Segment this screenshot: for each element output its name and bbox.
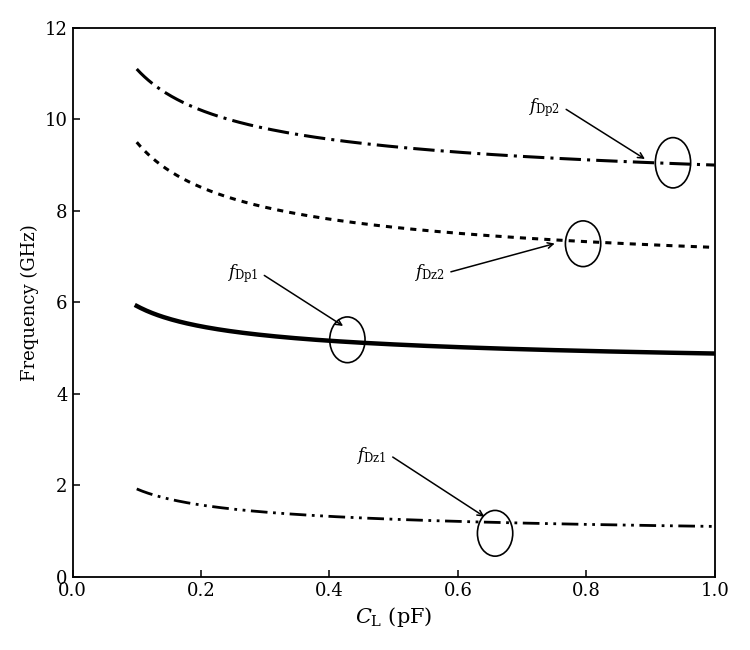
Text: $f_{\rm Dp1}$: $f_{\rm Dp1}$: [226, 263, 259, 285]
Text: $f_{\rm Dz2}$: $f_{\rm Dz2}$: [413, 262, 444, 283]
Y-axis label: Frequency (GHz): Frequency (GHz): [21, 224, 39, 381]
X-axis label: $C_{\rm L}$ (pF): $C_{\rm L}$ (pF): [355, 605, 432, 629]
Text: $f_{\rm Dz1}$: $f_{\rm Dz1}$: [356, 445, 386, 466]
Text: $f_{\rm Dp2}$: $f_{\rm Dp2}$: [529, 96, 560, 120]
